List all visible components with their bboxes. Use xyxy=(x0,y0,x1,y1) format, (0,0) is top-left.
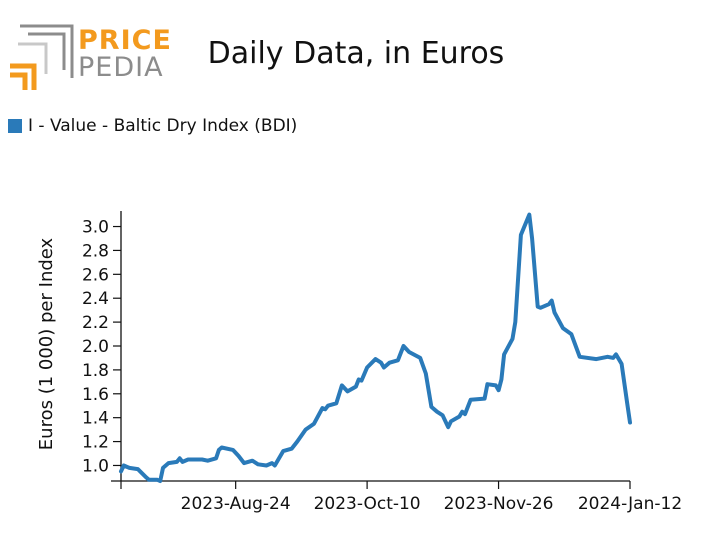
legend-label: I - Value - Baltic Dry Index (BDI) xyxy=(28,116,298,136)
y-tick-label: 2.0 xyxy=(82,337,109,357)
y-tick-label: 1.2 xyxy=(82,433,109,453)
y-tick-label: 1.8 xyxy=(82,361,109,381)
legend[interactable]: I - Value - Baltic Dry Index (BDI) xyxy=(8,116,297,136)
y-tick-label: 2.8 xyxy=(82,241,109,261)
y-tick-label: 3.0 xyxy=(82,218,109,238)
logo-mark-icon xyxy=(10,24,74,90)
x-tick-label: 2023-Nov-26 xyxy=(444,494,554,514)
pricepedia-logo: PRICE PEDIA xyxy=(8,22,171,92)
legend-swatch xyxy=(8,119,22,133)
series-line-bdi[interactable] xyxy=(119,212,632,483)
logo-word-price: PRICE xyxy=(78,25,172,56)
y-tick-label: 2.4 xyxy=(82,289,109,309)
y-tick-label: 1.6 xyxy=(82,385,109,405)
y-tick-label: 1.4 xyxy=(82,409,109,429)
y-tick-label: 2.6 xyxy=(82,265,109,285)
x-tick-label: 2023-Oct-10 xyxy=(314,494,421,514)
y-tick-label: 1.0 xyxy=(82,456,109,476)
logo-word-pedia: PEDIA xyxy=(78,52,164,83)
y-tick-label: 2.2 xyxy=(82,313,109,333)
y-axis-title: Euros (1 000) per Index xyxy=(36,237,57,450)
chart-title: Daily Data, in Euros xyxy=(207,36,505,71)
series-group xyxy=(119,212,632,483)
axes: 1.0 1.2 1.4 1.6 1.8 2.0 2.2 2.4 2.6 2.8 3.0 2023-Au… xyxy=(36,211,682,514)
x-tick-label: 2024-Jan-12 xyxy=(578,494,682,514)
x-tick-label: 2023-Aug-24 xyxy=(181,494,291,514)
